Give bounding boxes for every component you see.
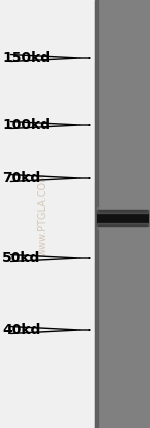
Text: 100kd: 100kd (2, 118, 50, 132)
Bar (94, 0, 150, 428)
Text: 50kd: 50kd (2, 251, 40, 265)
Bar (96, 210, 148, 226)
Text: 40kd: 40kd (2, 323, 40, 337)
Text: 70kd: 70kd (2, 171, 40, 185)
Text: www.PTGLA.COM: www.PTGLA.COM (38, 172, 48, 256)
Bar (96, 223, 148, 229)
Text: 150kd: 150kd (2, 51, 50, 65)
Bar (94, 0, 98, 428)
Bar (96, 207, 148, 213)
